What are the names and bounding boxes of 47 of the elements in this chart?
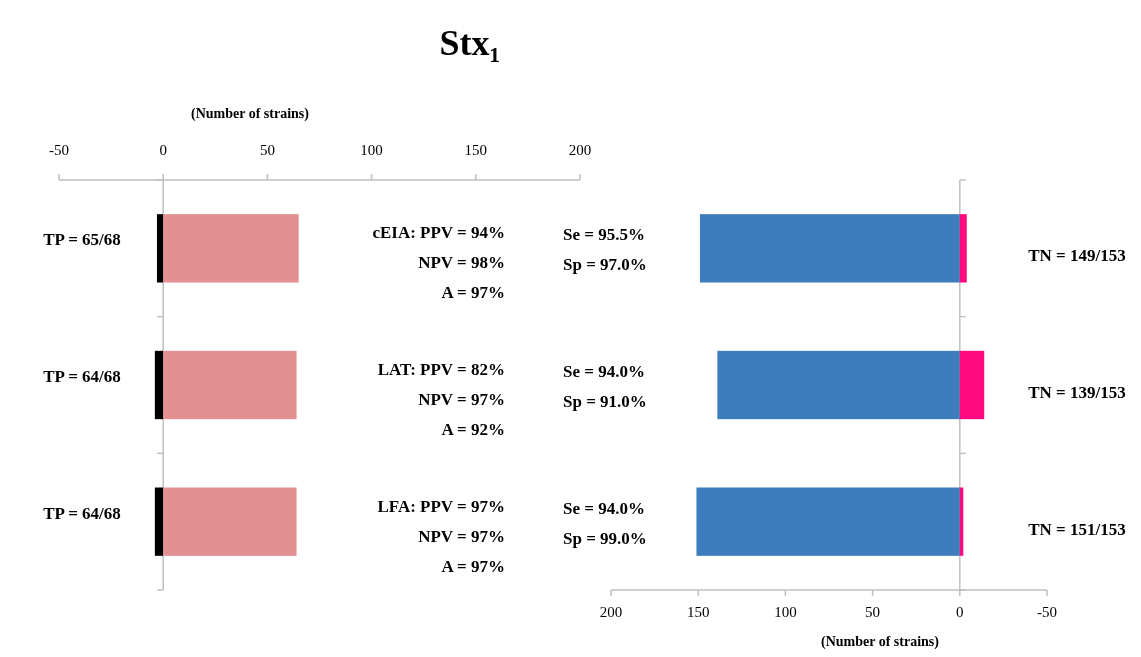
bar [156,214,164,283]
bar [959,350,985,420]
x-tick-label: 150 [464,142,488,158]
annotation: TP = 64/68 [43,367,121,386]
annotation: A = 97% [441,283,505,303]
annotation: LFA: PPV = 97% [377,496,505,516]
annotation: NPV = 97% [418,526,505,546]
bar [154,350,164,420]
annotation: TP = 64/68 [43,503,121,523]
annotation: cEIA: PPV = 94% [372,223,505,243]
bar [163,487,297,556]
bar [696,487,960,556]
x-tick-label: -50 [1037,604,1057,620]
x-tick-label: 0 [956,604,964,620]
x-tick-label: 0 [159,142,167,158]
annotation: Sp = 97.0% [563,255,647,275]
x-tick-label: 50 [865,604,881,620]
annotation: TN = 139/153 [1028,383,1126,402]
x-tick-label: 100 [360,142,383,158]
annotation: Sp = 99.0% [563,528,647,548]
annotation: Se = 95.5% [563,225,645,245]
x-tick-label: 50 [259,142,275,158]
bar [163,214,299,283]
x-tick-label: 200 [599,604,623,620]
annotation: TN = 151/153 [1028,519,1126,539]
annotation: TP = 65/68 [43,230,121,250]
bar [154,487,164,556]
x-tick-label: 200 [568,142,592,158]
annotation: A = 97% [441,556,505,576]
x-tick-label: 150 [686,604,710,620]
annotation: Se = 94.0% [563,498,645,518]
annotation: TN = 149/153 [1028,246,1126,266]
x-tick-label: -50 [49,142,69,158]
x-axis-title: (Number of strains) [191,106,310,122]
annotation: NPV = 98% [418,253,505,273]
annotation: LAT: PPV = 82% [377,360,505,379]
bar [959,214,967,283]
x-tick-label: 100 [774,604,797,620]
chart-title: Stx₁ [439,23,501,63]
annotation: NPV = 97% [418,390,505,409]
annotation: Se = 94.0% [563,362,645,381]
bar [699,214,960,283]
annotation: A = 92% [441,420,505,439]
x-axis-title: (Number of strains) [821,634,940,650]
annotation: Sp = 91.0% [563,392,647,411]
bar [163,350,297,420]
bar [717,350,960,420]
